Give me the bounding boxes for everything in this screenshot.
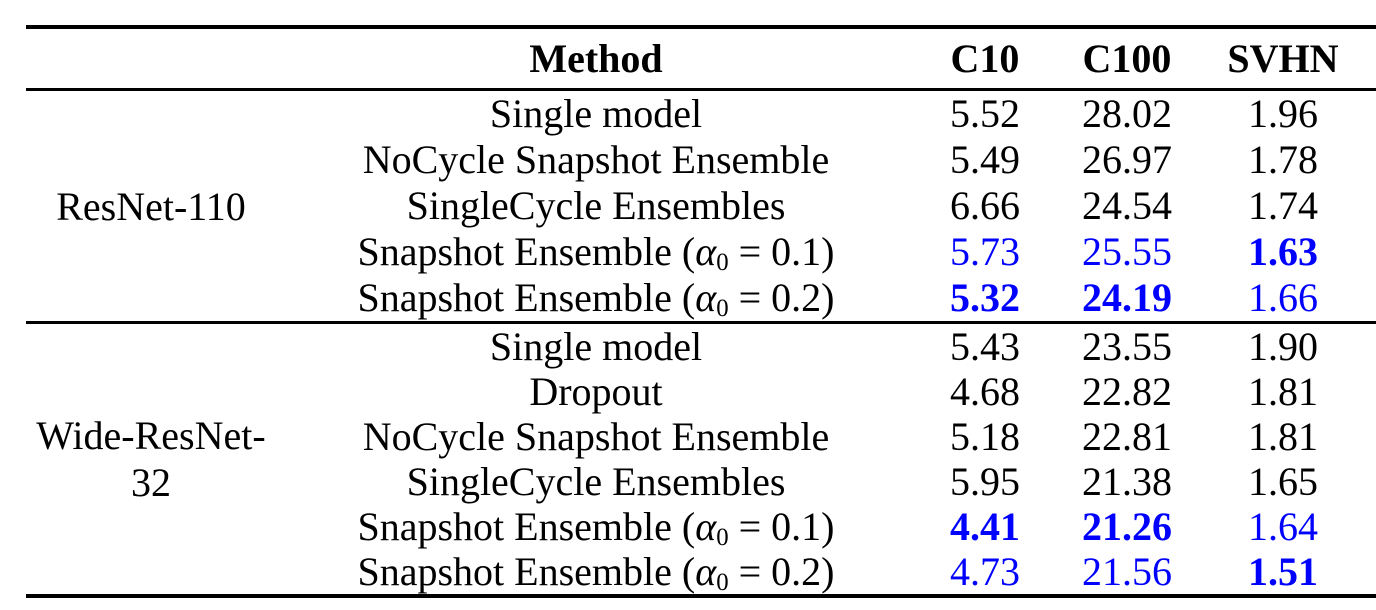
value-cell: 5.95 [950, 459, 1020, 504]
value-cell: 4.73 [950, 549, 1020, 594]
value-cell: 1.64 [1248, 504, 1318, 549]
value-cell: 23.55 [1082, 324, 1172, 369]
model-label: ResNet-110 [56, 183, 246, 229]
value-cell: 1.65 [1248, 459, 1318, 504]
table-header: Method C10 C100 SVHN [26, 29, 1376, 88]
col-header-method: Method [529, 36, 663, 81]
value-cell: 4.41 [950, 504, 1020, 549]
section-rule [26, 321, 1376, 324]
subscript-text: 0 [716, 523, 729, 551]
value-cell: 24.54 [1082, 183, 1172, 228]
method-cell: Single model [276, 324, 916, 369]
method-cell: Dropout [276, 369, 916, 414]
value-cell: 5.18 [950, 414, 1020, 459]
method-cell: NoCycle Snapshot Ensemble [276, 137, 916, 183]
value-cell: 1.81 [1248, 369, 1318, 414]
value-cell: 26.97 [1082, 137, 1172, 182]
subscript-text: 0 [716, 248, 729, 276]
col-header-c10: C10 [950, 36, 1020, 81]
method-cell: SingleCycle Ensembles [276, 183, 916, 229]
value-cell: 1.63 [1248, 229, 1318, 274]
table-section: ResNet-110 Single model 5.52 28.02 1.96 NoCyc… [26, 91, 1376, 321]
value-cell: 4.68 [950, 369, 1020, 414]
method-text: = 0.2) [728, 275, 835, 320]
col-header-c100: C100 [1082, 36, 1172, 81]
value-cell: 21.26 [1082, 504, 1172, 549]
value-cell: 1.81 [1248, 414, 1318, 459]
method-text: = 0.1) [728, 229, 835, 274]
alpha-symbol: α [695, 549, 717, 594]
method-text: Snapshot Ensemble ( [357, 275, 696, 320]
method-cell: Snapshot Ensemble (α0 = 0.2) [276, 549, 916, 596]
alpha-symbol: α [695, 229, 717, 274]
value-cell: 1.90 [1248, 324, 1318, 369]
value-cell: 6.66 [950, 183, 1020, 228]
value-cell: 21.56 [1082, 549, 1172, 594]
method-text: SingleCycle Ensembles [406, 459, 786, 504]
method-cell: Snapshot Ensemble (α0 = 0.2) [276, 275, 916, 321]
table-section: Wide-ResNet-32 Single model 5.43 23.55 1.90 D… [26, 324, 1376, 596]
value-cell: 1.66 [1248, 275, 1318, 320]
value-cell: 5.49 [950, 137, 1020, 182]
method-text: Snapshot Ensemble ( [357, 504, 696, 549]
value-cell: 1.51 [1248, 549, 1318, 594]
value-cell: 25.55 [1082, 229, 1172, 274]
model-label: Wide-ResNet-32 [36, 413, 266, 505]
method-text: NoCycle Snapshot Ensemble [362, 137, 830, 182]
method-text: Single model [489, 91, 703, 136]
value-cell: 1.74 [1248, 183, 1318, 228]
value-cell: 5.32 [950, 275, 1020, 320]
alpha-symbol: α [695, 275, 717, 320]
subscript-text: 0 [716, 294, 729, 322]
value-cell: 1.78 [1248, 137, 1318, 182]
value-cell: 22.81 [1082, 414, 1172, 459]
method-text: = 0.1) [728, 504, 835, 549]
method-text: Single model [489, 324, 703, 369]
col-header-svhn: SVHN [1227, 36, 1339, 81]
method-cell: SingleCycle Ensembles [276, 459, 916, 504]
results-table: Method C10 C100 SVHN ResNet-110 Single mo… [26, 25, 1376, 598]
method-text: Dropout [529, 369, 663, 414]
value-cell: 1.96 [1248, 91, 1318, 136]
method-cell: Snapshot Ensemble (α0 = 0.1) [276, 504, 916, 551]
table-body: ResNet-110 Single model 5.52 28.02 1.96 NoCyc… [26, 91, 1376, 596]
value-cell: 21.38 [1082, 459, 1172, 504]
method-cell: Single model [276, 91, 916, 137]
value-cell: 5.73 [950, 229, 1020, 274]
value-cell: 24.19 [1082, 275, 1172, 320]
method-text: Snapshot Ensemble ( [357, 229, 696, 274]
subscript-text: 0 [716, 568, 729, 596]
header-rule [26, 88, 1376, 91]
method-text: Snapshot Ensemble ( [357, 549, 696, 594]
method-text: NoCycle Snapshot Ensemble [362, 414, 830, 459]
method-text: = 0.2) [728, 549, 835, 594]
bottom-rule [26, 594, 1376, 598]
method-cell: NoCycle Snapshot Ensemble [276, 414, 916, 459]
value-cell: 5.52 [950, 91, 1020, 136]
top-rule [26, 25, 1376, 29]
method-cell: Snapshot Ensemble (α0 = 0.1) [276, 229, 916, 275]
value-cell: 5.43 [950, 324, 1020, 369]
method-text: SingleCycle Ensembles [406, 183, 786, 228]
value-cell: 28.02 [1082, 91, 1172, 136]
value-cell: 22.82 [1082, 369, 1172, 414]
alpha-symbol: α [695, 504, 717, 549]
